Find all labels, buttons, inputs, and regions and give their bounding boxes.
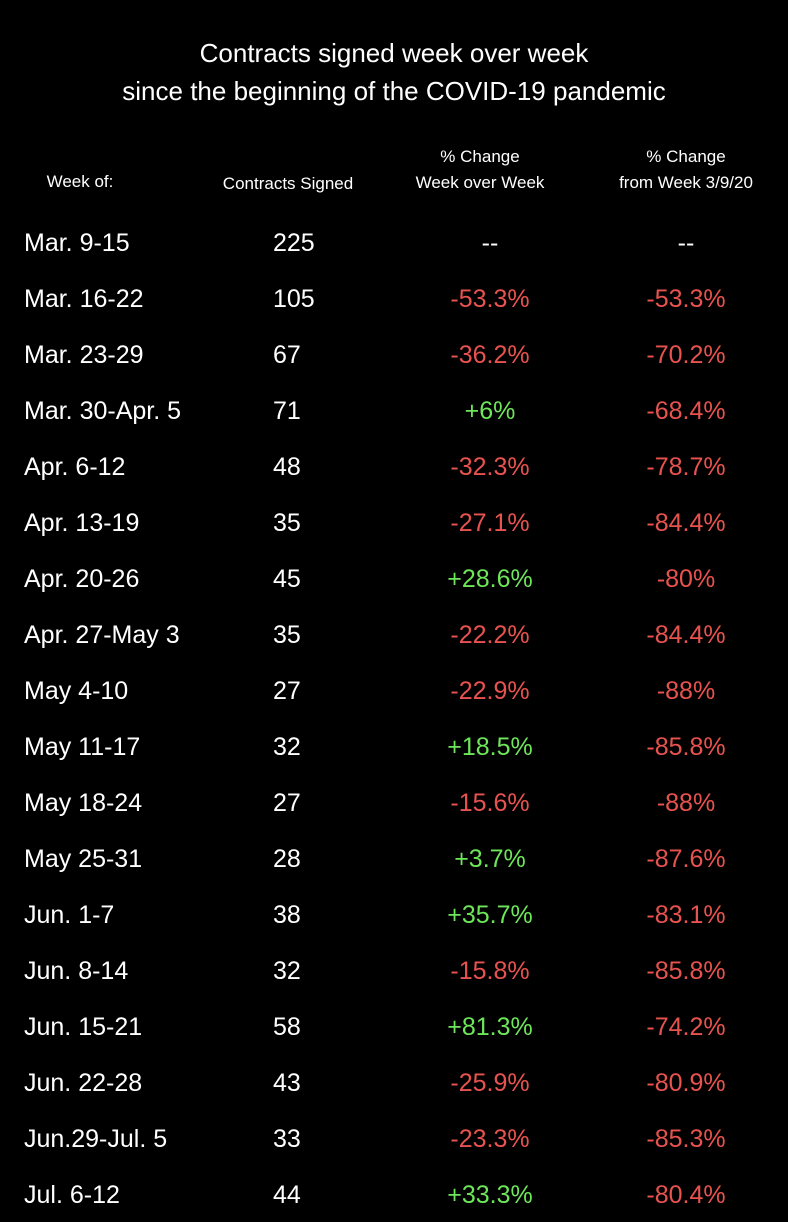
week-over-week-cell: -23.3% bbox=[450, 1125, 530, 1153]
table-row: Jun. 22-28 43 -25.9% -80.9% bbox=[0, 1063, 788, 1103]
week-over-week-cell: -22.2% bbox=[450, 621, 530, 649]
week-over-week-cell: -36.2% bbox=[450, 341, 530, 369]
header-week-over-week: % Change Week over Week bbox=[415, 147, 545, 192]
week-over-week-cell: +28.6% bbox=[447, 565, 533, 593]
table-title: Contracts signed week over week since th… bbox=[0, 34, 788, 110]
contracts-cell: 27 bbox=[273, 789, 301, 817]
table-row: Mar. 9-15 225 -- -- bbox=[0, 223, 788, 263]
from-baseline-cell: -78.7% bbox=[646, 453, 726, 481]
title-line-2: since the beginning of the COVID-19 pand… bbox=[122, 76, 666, 106]
from-baseline-cell: -84.4% bbox=[646, 509, 726, 537]
from-baseline-cell: -70.2% bbox=[646, 341, 726, 369]
week-cell: May 4-10 bbox=[24, 677, 129, 705]
week-cell: May 18-24 bbox=[24, 789, 143, 817]
from-baseline-cell: -83.1% bbox=[646, 901, 726, 929]
table-row: Mar. 23-29 67 -36.2% -70.2% bbox=[0, 335, 788, 375]
contracts-cell: 58 bbox=[273, 1013, 301, 1041]
week-cell: Apr. 6-12 bbox=[24, 453, 126, 481]
contracts-cell: 33 bbox=[273, 1125, 301, 1153]
from-baseline-cell: -68.4% bbox=[646, 397, 726, 425]
contracts-cell: 35 bbox=[273, 509, 301, 537]
week-cell: Jun. 1-7 bbox=[24, 901, 115, 929]
week-cell: Apr. 13-19 bbox=[24, 509, 140, 537]
week-over-week-cell: +3.7% bbox=[454, 845, 526, 873]
contracts-cell: 43 bbox=[273, 1069, 301, 1097]
from-baseline-cell: -84.4% bbox=[646, 621, 726, 649]
contracts-cell: 32 bbox=[273, 733, 301, 761]
week-cell: Jun. 15-21 bbox=[24, 1013, 143, 1041]
from-baseline-cell: -88% bbox=[656, 677, 716, 705]
contracts-cell: 105 bbox=[273, 285, 315, 313]
week-over-week-cell: +33.3% bbox=[447, 1181, 533, 1209]
table-row: Apr. 27-May 3 35 -22.2% -84.4% bbox=[0, 615, 788, 655]
week-cell: Apr. 27-May 3 bbox=[24, 621, 180, 649]
from-baseline-cell: -80% bbox=[656, 565, 716, 593]
week-cell: Apr. 20-26 bbox=[24, 565, 140, 593]
table-row: Jun. 1-7 38 +35.7% -83.1% bbox=[0, 895, 788, 935]
table-row: May 25-31 28 +3.7% -87.6% bbox=[0, 839, 788, 879]
table-row: Apr. 20-26 45 +28.6% -80% bbox=[0, 559, 788, 599]
contracts-cell: 32 bbox=[273, 957, 301, 985]
week-over-week-cell: -53.3% bbox=[450, 285, 530, 313]
from-baseline-cell: -74.2% bbox=[646, 1013, 726, 1041]
contracts-cell: 44 bbox=[273, 1181, 301, 1209]
week-cell: Jun.29-Jul. 5 bbox=[24, 1125, 168, 1153]
from-baseline-cell: -- bbox=[677, 229, 695, 257]
contracts-cell: 38 bbox=[273, 901, 301, 929]
header-week: Week of: bbox=[46, 172, 114, 191]
contracts-cell: 45 bbox=[273, 565, 301, 593]
table-row: Jul. 6-12 44 +33.3% -80.4% bbox=[0, 1175, 788, 1215]
week-cell: Mar. 9-15 bbox=[24, 229, 130, 257]
from-baseline-cell: -80.4% bbox=[646, 1181, 726, 1209]
table-row: Jun. 15-21 58 +81.3% -74.2% bbox=[0, 1007, 788, 1047]
week-cell: May 11-17 bbox=[24, 733, 141, 761]
contracts-cell: 35 bbox=[273, 621, 301, 649]
week-over-week-cell: -15.8% bbox=[450, 957, 530, 985]
table-row: Mar. 30-Apr. 5 71 +6% -68.4% bbox=[0, 391, 788, 431]
contracts-cell: 28 bbox=[273, 845, 301, 873]
week-over-week-cell: +35.7% bbox=[447, 901, 533, 929]
table-row: Mar. 16-22 105 -53.3% -53.3% bbox=[0, 279, 788, 319]
from-baseline-cell: -88% bbox=[656, 789, 716, 817]
week-over-week-cell: -25.9% bbox=[450, 1069, 530, 1097]
week-over-week-cell: -27.1% bbox=[450, 509, 530, 537]
from-baseline-cell: -85.8% bbox=[646, 733, 726, 761]
week-over-week-cell: +6% bbox=[464, 397, 516, 425]
week-cell: May 25-31 bbox=[24, 845, 143, 873]
header-contracts: Contracts Signed bbox=[222, 174, 354, 193]
from-baseline-cell: -85.8% bbox=[646, 957, 726, 985]
week-cell: Jul. 6-12 bbox=[24, 1181, 120, 1209]
contracts-cell: 225 bbox=[273, 229, 315, 257]
contracts-cell: 71 bbox=[273, 397, 301, 425]
from-baseline-cell: -80.9% bbox=[646, 1069, 726, 1097]
contracts-cell: 48 bbox=[273, 453, 301, 481]
week-cell: Jun. 8-14 bbox=[24, 957, 129, 985]
table-row: Apr. 6-12 48 -32.3% -78.7% bbox=[0, 447, 788, 487]
week-cell: Mar. 23-29 bbox=[24, 341, 144, 369]
table-row: May 11-17 32 +18.5% -85.8% bbox=[0, 727, 788, 767]
week-over-week-cell: -15.6% bbox=[450, 789, 530, 817]
week-cell: Mar. 30-Apr. 5 bbox=[24, 397, 182, 425]
week-over-week-cell: +18.5% bbox=[447, 733, 533, 761]
from-baseline-cell: -53.3% bbox=[646, 285, 726, 313]
week-over-week-cell: -32.3% bbox=[450, 453, 530, 481]
contracts-cell: 27 bbox=[273, 677, 301, 705]
header-from-baseline: % Change from Week 3/9/20 bbox=[619, 147, 753, 192]
week-over-week-cell: -- bbox=[481, 229, 499, 257]
week-cell: Jun. 22-28 bbox=[24, 1069, 143, 1097]
contracts-cell: 67 bbox=[273, 341, 301, 369]
from-baseline-cell: -85.3% bbox=[646, 1125, 726, 1153]
title-line-1: Contracts signed week over week bbox=[199, 38, 589, 68]
week-over-week-cell: -22.9% bbox=[450, 677, 530, 705]
week-over-week-cell: +81.3% bbox=[447, 1013, 533, 1041]
table-row: May 4-10 27 -22.9% -88% bbox=[0, 671, 788, 711]
table-row: Jun.29-Jul. 5 33 -23.3% -85.3% bbox=[0, 1119, 788, 1159]
table-row: May 18-24 27 -15.6% -88% bbox=[0, 783, 788, 823]
table-row: Jun. 8-14 32 -15.8% -85.8% bbox=[0, 951, 788, 991]
from-baseline-cell: -87.6% bbox=[646, 845, 726, 873]
week-cell: Mar. 16-22 bbox=[24, 285, 144, 313]
table-row: Apr. 13-19 35 -27.1% -84.4% bbox=[0, 503, 788, 543]
